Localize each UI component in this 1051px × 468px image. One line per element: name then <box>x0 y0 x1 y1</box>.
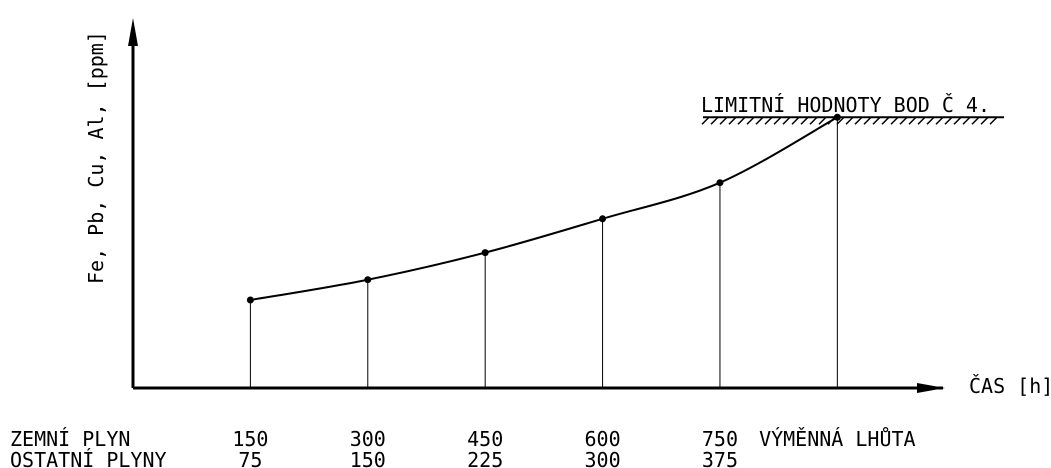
limit-hatch <box>764 116 773 125</box>
row-label-zemni-plyn: ZEMNÍ PLYN <box>10 427 130 451</box>
data-point-4 <box>716 179 724 187</box>
limit-hatch <box>890 116 899 125</box>
limit-hatch <box>953 116 962 125</box>
tick-label-row1-4: 750 <box>702 427 738 451</box>
limit-hatch <box>710 116 719 125</box>
tick-label-row1-3: 600 <box>585 427 621 451</box>
limit-hatch <box>755 116 764 125</box>
limit-hatch <box>782 116 791 125</box>
tick-label-row1-1: 300 <box>350 427 386 451</box>
limit-hatch <box>908 116 917 125</box>
limit-hatch <box>791 116 800 125</box>
limit-hatch <box>845 116 854 125</box>
series-line <box>250 116 838 301</box>
limit-hatch <box>836 116 845 125</box>
marks <box>246 113 841 388</box>
tick-label-row1-5: VÝMĚNNÁ LHŮTA <box>759 427 916 451</box>
limit-hatch <box>854 116 863 125</box>
limit-hatch <box>917 116 926 125</box>
y-axis-label: Fe, Pb, Cu, Al, [ppm] <box>84 31 108 284</box>
limit-hatch <box>872 116 881 125</box>
row-label-ostatni-plyny: OSTATNÍ PLYNY <box>10 448 167 468</box>
tick-label-row2-1: 150 <box>350 448 386 468</box>
x-axis-label: ČAS [h] <box>969 374 1051 398</box>
limit-hatch <box>980 116 989 125</box>
limit-hatch <box>737 116 746 125</box>
tick-label-row2-4: 375 <box>702 448 738 468</box>
x-axis-arrow <box>917 383 945 393</box>
limit-label: LIMITNÍ HODNOTY BOD Č 4. <box>701 93 990 117</box>
tick-label-row2-2: 225 <box>467 448 503 468</box>
limit-hatch <box>800 116 809 125</box>
limit-hatch <box>728 116 737 125</box>
limit-hatch <box>719 116 728 125</box>
data-point-2 <box>481 249 489 257</box>
data-point-3 <box>599 215 607 223</box>
limit-hatch <box>899 116 908 125</box>
tick-label-row1-2: 450 <box>467 427 503 451</box>
data-point-5 <box>833 113 841 121</box>
data-point-0 <box>246 296 254 304</box>
limit-hatch <box>881 116 890 125</box>
limit-hatch <box>935 116 944 125</box>
limit-hatch <box>701 116 710 125</box>
limit-hatch <box>971 116 980 125</box>
limit-hatch <box>989 116 998 125</box>
limit-hatch <box>926 116 935 125</box>
axes <box>128 18 1004 393</box>
limit-hatch <box>773 116 782 125</box>
y-axis-arrow <box>128 18 138 46</box>
tick-label-row1-0: 150 <box>232 427 268 451</box>
data-point-1 <box>364 276 372 284</box>
tick-label-row2-3: 300 <box>585 448 621 468</box>
limit-hatch <box>746 116 755 125</box>
limit-hatch <box>863 116 872 125</box>
tick-label-row2-0: 75 <box>238 448 262 468</box>
limit-hatch <box>809 116 818 125</box>
limit-hatch <box>962 116 971 125</box>
limit-hatch <box>944 116 953 125</box>
limit-hatch <box>818 116 827 125</box>
